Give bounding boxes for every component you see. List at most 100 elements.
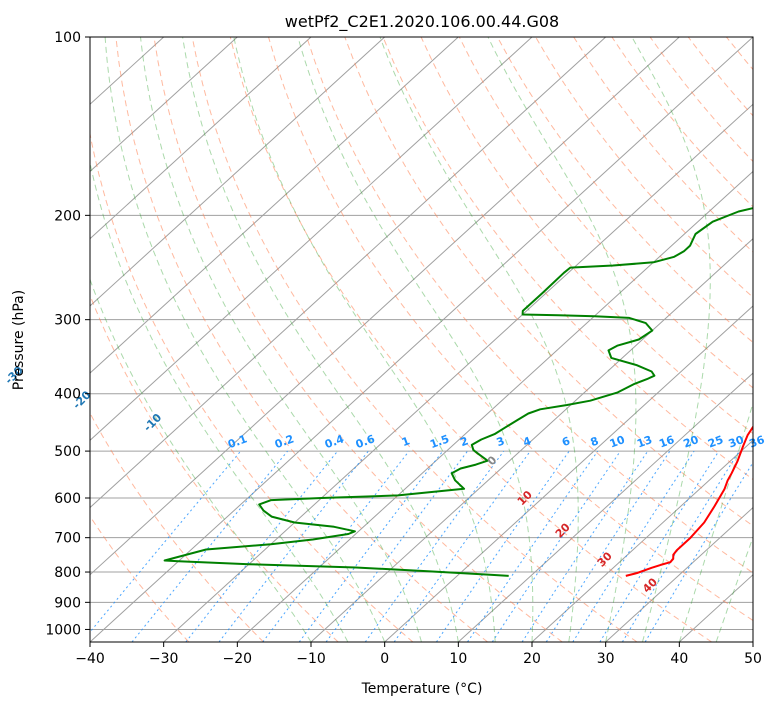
mixing-ratio-label: 2: [459, 434, 471, 449]
mixing-ratio-label: 20: [682, 433, 701, 451]
x-tick-label: 20: [523, 651, 541, 667]
x-tick-label: 50: [744, 651, 762, 667]
y-tick-label: 100: [54, 30, 81, 46]
mixing-ratio-line: [521, 450, 649, 642]
x-tick-label: 10: [449, 651, 467, 667]
moist-adiabat-line: [233, 37, 496, 642]
grid-layer: [90, 37, 775, 642]
x-tick-label: −40: [75, 651, 105, 667]
x-tick-label: −30: [149, 651, 179, 667]
y-tick-label: 600: [54, 491, 81, 507]
mixing-ratio-label: 36: [747, 433, 766, 451]
mixing-ratio-label: 25: [706, 433, 725, 450]
dry-adiabat-line: [535, 37, 753, 298]
dry-adiabat-line: [765, 37, 775, 642]
chart-title: wetPf2_C2E1.2020.106.00.44.G08: [285, 12, 559, 32]
isotherm-line: [752, 641, 753, 642]
dewpoint-profile-line: [163, 207, 753, 577]
moist-adiabat-line: [631, 37, 711, 642]
mixing-ratio-line: [364, 450, 505, 642]
dry-adiabat-line: [268, 37, 753, 622]
x-tick-label: −10: [296, 651, 326, 667]
y-tick-label: 1000: [45, 622, 81, 638]
mixing-ratio-line: [325, 450, 468, 642]
isotherm-line: [90, 37, 607, 509]
mixing-ratio-label: 0.4: [323, 432, 346, 451]
mixing-ratio-label: 0.6: [354, 432, 377, 451]
dry-adiabat-line: [90, 412, 264, 642]
isotherm-line: [163, 103, 753, 642]
isotherm-line: [90, 37, 238, 173]
isotherm-line: [90, 37, 680, 576]
x-tick-label: 40: [670, 651, 688, 667]
isotherm-line: [236, 170, 753, 642]
isotherm-line: [90, 37, 386, 307]
dry-adiabat-line: [90, 515, 190, 642]
x-axis-title: Temperature (°C): [361, 681, 483, 697]
mixing-ratio-label: 6: [560, 434, 572, 449]
mixing-ratio-label: 10: [608, 433, 627, 451]
mixing-ratio-label: 8: [589, 434, 601, 449]
moist-adiabat-line: [90, 160, 349, 642]
moist-adiabat-line: [104, 37, 386, 642]
mixing-ratio-line: [393, 450, 531, 642]
mixing-ratio-label: 4: [521, 434, 533, 449]
temperature-profile-line: [625, 425, 753, 577]
isotherm-line: [90, 37, 459, 374]
mixing-ratio-label: 30: [727, 433, 746, 451]
mixing-ratio-line: [131, 450, 288, 642]
y-tick-label: 800: [54, 565, 81, 581]
y-tick-label: 300: [54, 313, 81, 329]
dry-adiabat-line: [306, 37, 753, 574]
dry-adiabat-line: [344, 37, 753, 527]
y-tick-label: 900: [54, 595, 81, 611]
isotherm-line: [90, 37, 312, 240]
mixing-ratio-label: 3: [495, 434, 507, 449]
dry-adiabat-line: [153, 37, 563, 642]
tick-layer: −40 −30 −20 −10 0 10 20 30 40 5010020030040050060…: [45, 30, 762, 667]
moist-adiabat-line: [379, 37, 579, 642]
mixing-ratio-label: 1.5: [428, 432, 451, 451]
x-tick-label: −20: [223, 651, 253, 667]
mixing-ratio-line: [545, 450, 671, 642]
y-tick-label: 200: [54, 208, 81, 224]
mixing-ratio-label: 0.1: [226, 432, 249, 451]
x-tick-label: 0: [380, 651, 389, 667]
isotherm-line: [457, 372, 753, 642]
isotherm-line: [384, 305, 753, 642]
isotherm-line: [90, 37, 533, 442]
mixing-ratio-line: [599, 450, 720, 642]
dry-adiabat-line: [229, 37, 712, 642]
moist-adiabat-line: [90, 278, 312, 642]
mixing-ratio-line: [644, 461, 753, 642]
y-tick-label: 700: [54, 531, 81, 547]
mixing-ratio-line: [621, 450, 740, 642]
dry-adiabat-line: [90, 293, 339, 642]
mixing-ratio-label: 16: [657, 433, 676, 451]
moist-adiabat-line: [297, 37, 534, 642]
dry-adiabat-line: [496, 37, 753, 344]
isotherm-line: [90, 37, 753, 642]
mixing-ratio-line: [262, 450, 410, 642]
dry-adiabat-line: [90, 131, 414, 642]
moist-adiabat-line: [487, 37, 637, 642]
mixing-ratio-label: 13: [635, 433, 654, 450]
x-tick-label: 30: [597, 651, 615, 667]
y-tick-label: 500: [54, 444, 81, 460]
isotherm-line: [310, 237, 753, 642]
mixing-ratio-line: [90, 450, 242, 633]
isotherm-line: [605, 506, 753, 642]
dry-adiabat-line: [382, 37, 753, 481]
moist-adiabat-line: [140, 37, 422, 642]
plot-frame: [89, 36, 754, 643]
dry-adiabat-line: [191, 37, 638, 642]
series-layer: [163, 207, 753, 577]
moist-adiabat-line: [678, 401, 753, 642]
isotherm-line: [531, 439, 753, 642]
dry-adiabat-line: [115, 37, 488, 642]
moist-adiabat-line: [182, 37, 459, 642]
mixing-ratio-label: 1: [400, 434, 412, 449]
moist-adiabat-line: [715, 535, 753, 642]
y-axis-title: Pressure (hPa): [11, 290, 27, 390]
